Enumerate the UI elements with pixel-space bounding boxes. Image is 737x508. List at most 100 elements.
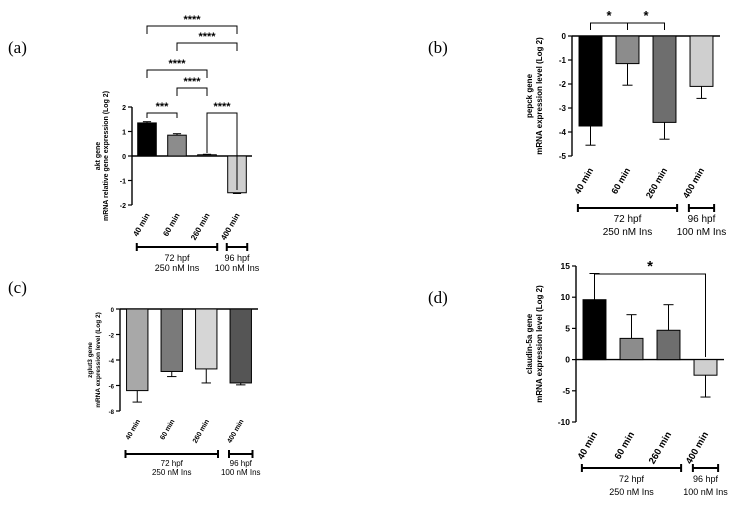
y-tick-label: 15 bbox=[561, 261, 571, 271]
y-tick-label: -2 bbox=[109, 334, 115, 340]
y-tick-label: 0 bbox=[562, 32, 567, 41]
bar-60-min bbox=[615, 35, 640, 65]
group-label-dose: 250 nM Ins bbox=[609, 487, 654, 497]
bar-260-min bbox=[195, 308, 218, 370]
bar-60-min bbox=[619, 337, 644, 361]
group-label-dose: 250 nM Ins bbox=[155, 263, 200, 273]
x-tick-label: 400 min bbox=[226, 419, 245, 445]
group-label-age: 96 hpf bbox=[224, 253, 250, 263]
x-tick-label: 260 min bbox=[189, 211, 212, 241]
group-label-age: 96 hpf bbox=[230, 459, 253, 468]
significance-label: * bbox=[643, 8, 649, 23]
significance-label: **** bbox=[168, 58, 186, 70]
significance-bracket bbox=[146, 69, 208, 78]
group-label-age: 72 hpf bbox=[614, 214, 642, 225]
y-axis-title: mRNA expression level (Log 2) bbox=[535, 285, 544, 403]
x-tick-label: 60 min bbox=[609, 166, 632, 196]
bar-60-min bbox=[160, 308, 183, 372]
y-tick-label: 1 bbox=[122, 130, 126, 137]
y-tick-label: -8 bbox=[109, 410, 115, 416]
y-axis-title: mRNA expression level (Log 2) bbox=[95, 312, 102, 407]
group-label-dose: 100 nM Ins bbox=[221, 468, 261, 477]
significance-bracket bbox=[590, 22, 628, 30]
group-label-dose: 250 nM Ins bbox=[603, 227, 652, 238]
x-tick-label: 400 min bbox=[684, 430, 711, 466]
y-tick-label: -3 bbox=[559, 104, 567, 113]
y-tick-label: 10 bbox=[561, 292, 571, 302]
panel-d-label: (d) bbox=[428, 288, 448, 307]
bar-260-min bbox=[652, 35, 677, 123]
bar-400-min bbox=[693, 359, 718, 376]
significance-label: * bbox=[606, 8, 612, 23]
bar-40-min bbox=[126, 308, 149, 392]
group-label-dose: 250 nM Ins bbox=[152, 468, 192, 477]
chart-pepck: 0 -1 -2 -3 -4 -5 pepck gene mRNA expression lev… bbox=[525, 8, 726, 238]
significance-bracket bbox=[206, 112, 238, 190]
y-tick-label: 0 bbox=[111, 308, 115, 314]
bar-260-min bbox=[197, 154, 217, 157]
y-tick-label: -1 bbox=[120, 179, 126, 186]
x-tick-label: 400 min bbox=[219, 211, 242, 241]
chart-claudin5a: 15 10 5 0 -5 -10 claudin-5a gene mRNA expressio… bbox=[525, 258, 728, 497]
bar-40-min bbox=[582, 299, 607, 361]
group-label-age: 72 hpf bbox=[619, 474, 645, 484]
y-tick-label: -2 bbox=[559, 80, 567, 89]
group-label-age: 96 hpf bbox=[688, 214, 716, 225]
panel-b-label: (b) bbox=[428, 38, 448, 57]
x-tick-label: 60 min bbox=[613, 430, 638, 462]
x-tick-label: 40 min bbox=[125, 419, 142, 442]
x-tick-label: 400 min bbox=[681, 166, 706, 200]
significance-bracket bbox=[594, 273, 706, 357]
y-tick-label: -10 bbox=[558, 417, 571, 427]
x-tick-label: 60 min bbox=[159, 419, 176, 442]
x-tick-label: 260 min bbox=[644, 166, 669, 200]
bar-260-min bbox=[656, 329, 681, 361]
group-label-age: 72 hpf bbox=[161, 459, 184, 468]
panel-a-label: (a) bbox=[8, 38, 27, 57]
y-axis-title-gene: akt gene bbox=[95, 142, 102, 171]
group-label-dose: 100 nM Ins bbox=[215, 263, 260, 273]
group-label-dose: 100 nM Ins bbox=[677, 227, 726, 238]
y-tick-label: -4 bbox=[559, 128, 567, 137]
chart-akt: -2 -1 0 1 2 akt gene mRNA relative gene expres… bbox=[95, 14, 260, 273]
significance-label: **** bbox=[183, 14, 201, 26]
x-tick-label: 260 min bbox=[192, 419, 211, 445]
group-label-age: 96 hpf bbox=[693, 474, 719, 484]
significance-label: **** bbox=[198, 31, 216, 43]
significance-label: * bbox=[647, 258, 653, 275]
y-axis-title: mRNA relative gene expression (Log 2) bbox=[103, 91, 110, 221]
significance-bracket bbox=[146, 25, 238, 34]
chart-zglut3: 0 -2 -4 -6 -8 zglut3 gene mRNA expression leve… bbox=[87, 308, 261, 477]
y-tick-label: -2 bbox=[120, 203, 126, 210]
y-axis-title-gene: zglut3 gene bbox=[87, 342, 94, 378]
bar-60-min bbox=[167, 134, 187, 157]
x-tick-label: 40 min bbox=[572, 166, 595, 196]
y-axis-title: mRNA expression level (Log 2) bbox=[535, 37, 544, 155]
bar-40-min bbox=[137, 122, 157, 157]
y-axis-title-gene: pepck gene bbox=[525, 73, 534, 118]
y-tick-label: 0 bbox=[122, 154, 126, 161]
group-label-dose: 100 nM Ins bbox=[683, 487, 728, 497]
y-tick-label: -1 bbox=[559, 56, 567, 65]
significance-label: **** bbox=[183, 76, 201, 88]
group-label-age: 72 hpf bbox=[164, 253, 190, 263]
y-tick-label: 2 bbox=[122, 105, 126, 112]
x-tick-label: 40 min bbox=[576, 430, 601, 462]
significance-bracket bbox=[176, 42, 238, 51]
y-tick-label: -4 bbox=[109, 359, 115, 365]
y-tick-label: -5 bbox=[559, 152, 567, 161]
x-tick-label: 40 min bbox=[131, 211, 152, 238]
y-tick-label: 0 bbox=[565, 355, 570, 365]
significance-bracket bbox=[146, 112, 178, 118]
significance-bracket bbox=[627, 22, 665, 30]
x-tick-label: 260 min bbox=[647, 430, 674, 466]
bar-40-min bbox=[578, 35, 603, 127]
y-tick-label: -5 bbox=[562, 386, 570, 396]
bar-400-min bbox=[229, 308, 252, 384]
y-tick-label: -6 bbox=[109, 385, 115, 391]
y-tick-label: 5 bbox=[565, 323, 570, 333]
significance-label: **** bbox=[213, 101, 231, 113]
panel-c-label: (c) bbox=[8, 278, 27, 297]
significance-label: *** bbox=[156, 101, 170, 113]
bar-400-min bbox=[689, 35, 714, 87]
